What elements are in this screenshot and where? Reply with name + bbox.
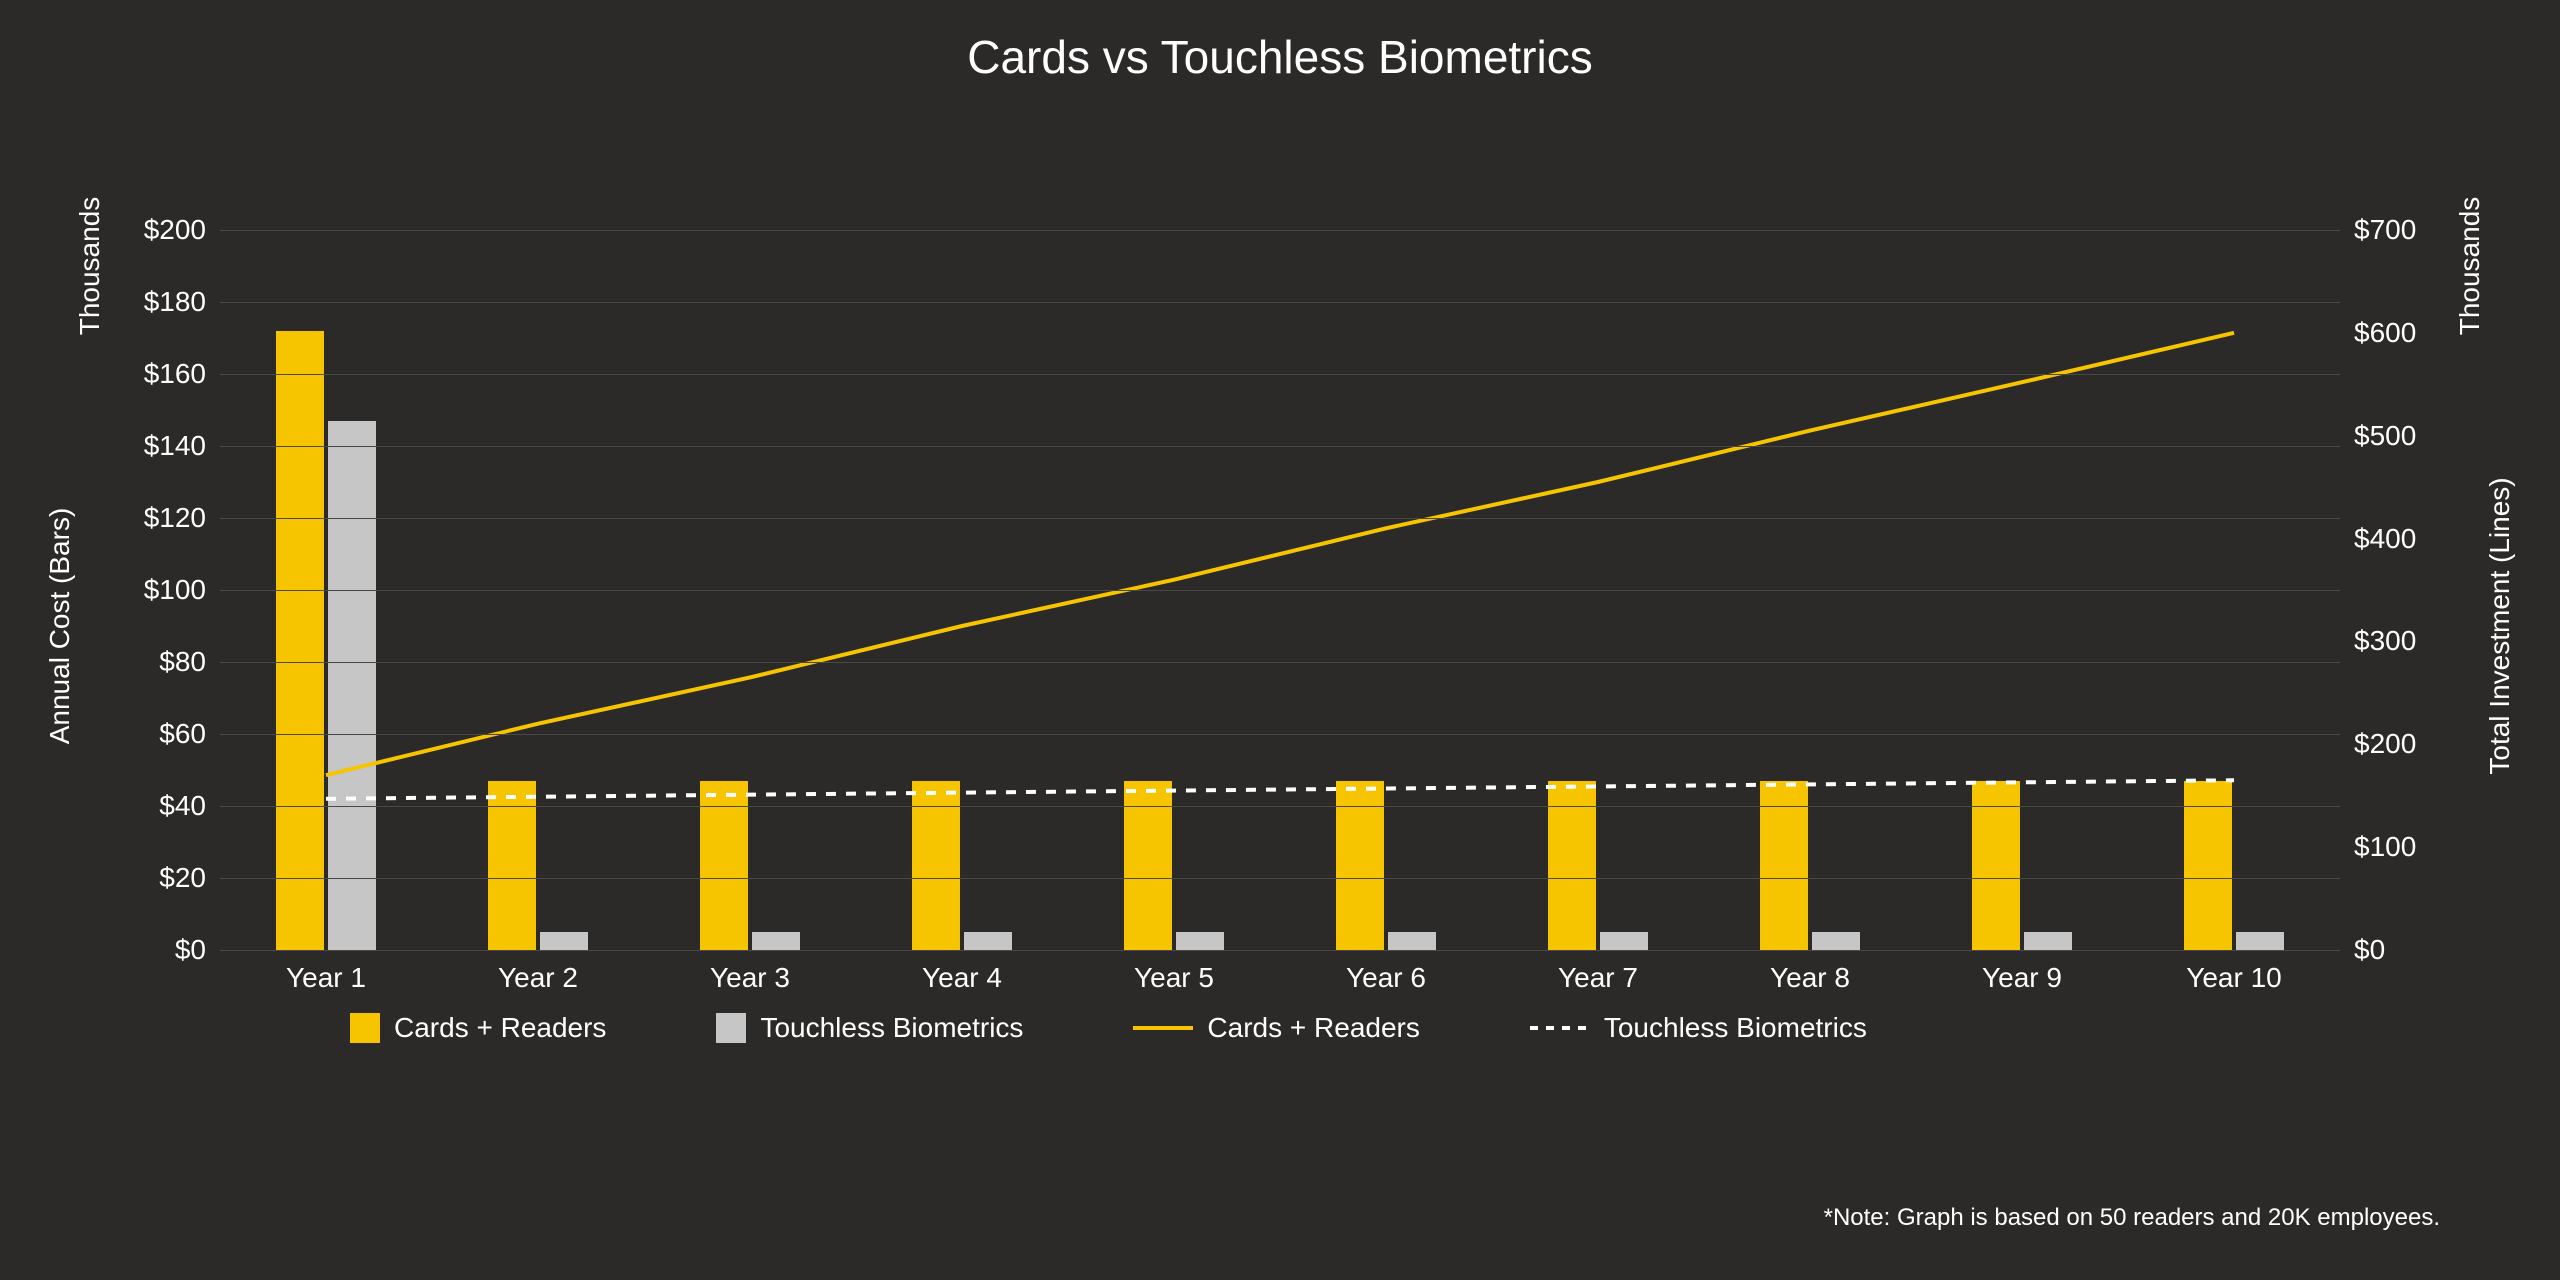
legend-swatch [716,1013,746,1043]
y-tick-left: $140 [144,430,220,462]
chart-container: Cards vs Touchless Biometrics $0$20$40$6… [0,0,2560,1280]
gridline [220,446,2340,447]
y-tick-left: $80 [159,646,220,678]
x-tick: Year 1 [286,950,366,994]
bar [540,932,588,950]
x-tick: Year 2 [498,950,578,994]
y-tick-right: $100 [2340,831,2416,863]
y-axis-right-label: Total Investment (Lines) [2484,477,2516,774]
bar [1176,932,1224,950]
legend-item: Cards + Readers [1133,1012,1419,1044]
gridline [220,734,2340,735]
legend-swatch [350,1013,380,1043]
bar [1388,932,1436,950]
y-tick-right: $600 [2340,317,2416,349]
legend-item: Touchless Biometrics [1530,1012,1867,1044]
bar [2236,932,2284,950]
y-tick-right: $300 [2340,625,2416,657]
legend-label: Touchless Biometrics [1604,1012,1867,1044]
legend-dash [1530,1026,1590,1030]
gridline [220,374,2340,375]
bar [1600,932,1648,950]
legend-label: Touchless Biometrics [760,1012,1023,1044]
y-tick-left: $60 [159,718,220,750]
y-tick-left: $120 [144,502,220,534]
gridline [220,878,2340,879]
x-tick: Year 7 [1558,950,1638,994]
x-tick: Year 9 [1982,950,2062,994]
legend-label: Cards + Readers [394,1012,606,1044]
gridline [220,230,2340,231]
y-tick-right: $700 [2340,214,2416,246]
x-tick: Year 10 [2186,950,2282,994]
x-tick: Year 6 [1346,950,1426,994]
y-axis-left-thousands: Thousands [74,197,106,336]
x-tick: Year 3 [710,950,790,994]
y-tick-right: $400 [2340,523,2416,555]
plot-area: $0$20$40$60$80$100$120$140$160$180$200$0… [220,230,2340,950]
legend-line [1133,1026,1193,1030]
bar [964,932,1012,950]
gridline [220,590,2340,591]
gridline [220,662,2340,663]
y-tick-right: $0 [2340,934,2385,966]
bar [2024,932,2072,950]
chart-title: Cards vs Touchless Biometrics [0,30,2560,84]
y-tick-left: $100 [144,574,220,606]
y-axis-right-thousands: Thousands [2454,197,2486,336]
y-tick-right: $500 [2340,420,2416,452]
bar [328,421,376,950]
y-tick-right: $200 [2340,728,2416,760]
y-tick-left: $160 [144,358,220,390]
y-tick-left: $0 [175,934,220,966]
bar [1812,932,1860,950]
y-axis-left-label: Annual Cost (Bars) [44,508,76,745]
y-tick-left: $180 [144,286,220,318]
y-tick-left: $200 [144,214,220,246]
bar [276,331,324,950]
y-tick-left: $20 [159,862,220,894]
legend-item: Touchless Biometrics [716,1012,1023,1044]
x-tick: Year 8 [1770,950,1850,994]
gridline [220,806,2340,807]
gridline [220,302,2340,303]
legend-item: Cards + Readers [350,1012,606,1044]
gridline [220,518,2340,519]
footnote: *Note: Graph is based on 50 readers and … [1824,1204,2440,1232]
legend: Cards + Readers Touchless Biometrics Cards… [350,1012,1867,1044]
bar [752,932,800,950]
y-tick-left: $40 [159,790,220,822]
x-tick: Year 4 [922,950,1002,994]
x-tick: Year 5 [1134,950,1214,994]
legend-label: Cards + Readers [1207,1012,1419,1044]
